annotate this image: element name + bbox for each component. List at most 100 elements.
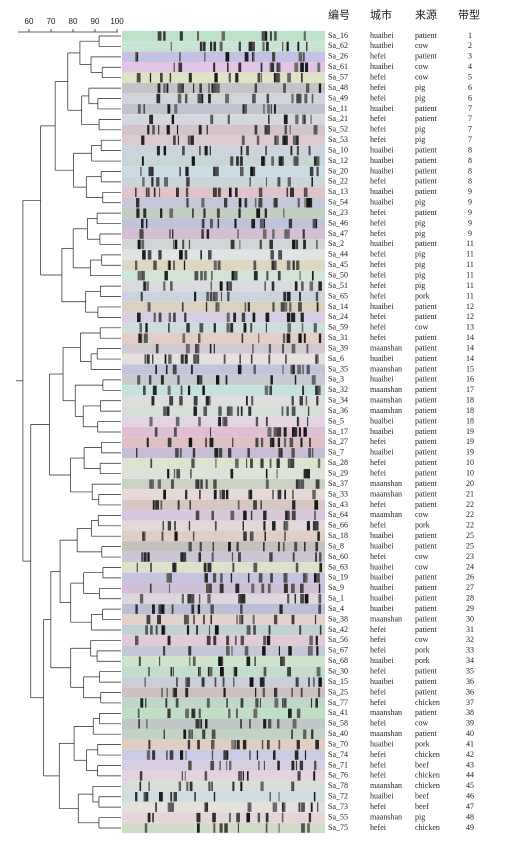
strain-id: Sa_74 <box>328 750 348 759</box>
gel-band <box>290 458 295 468</box>
table-row: Sa_55 maanshan pig 48 <box>328 812 474 821</box>
gel-band <box>181 594 184 604</box>
gel-band <box>309 166 314 177</box>
gel-band <box>312 448 314 458</box>
gel-band <box>173 364 177 375</box>
band-type: 24 <box>466 562 474 571</box>
gel-band <box>196 812 201 823</box>
strain-id: Sa_14 <box>328 302 348 311</box>
gel-band <box>318 677 322 687</box>
gel-band <box>316 646 319 656</box>
gel-band <box>221 489 224 500</box>
city: hefei <box>370 719 387 728</box>
gel-band <box>260 62 263 72</box>
gel-band <box>250 531 254 541</box>
gel-band <box>165 698 168 708</box>
gel-band <box>194 792 196 802</box>
source: patient <box>415 427 438 436</box>
gel-band <box>205 479 208 489</box>
band-type: 49 <box>466 823 474 832</box>
gel-band <box>200 719 202 729</box>
gel-band <box>196 354 200 364</box>
gel-band <box>266 41 269 52</box>
gel-band <box>199 323 204 333</box>
gel-band <box>215 83 220 93</box>
gel-band <box>184 250 188 260</box>
gel-band <box>205 719 208 729</box>
gel-band <box>158 312 162 323</box>
gel-band <box>269 437 273 448</box>
gel-band <box>192 448 196 458</box>
gel-band <box>262 31 266 41</box>
gel-band <box>247 573 250 583</box>
gel-band <box>145 218 148 229</box>
gel-band <box>291 781 294 792</box>
gel-lane <box>122 353 325 365</box>
gel-band <box>277 437 281 448</box>
strain-id: Sa_70 <box>328 739 348 748</box>
source: patient <box>415 302 438 311</box>
gel-band <box>267 104 270 114</box>
gel-band <box>302 114 305 125</box>
strain-id: Sa_23 <box>328 208 348 217</box>
gel-band <box>137 104 141 114</box>
band-type: 30 <box>466 614 474 623</box>
gel-lane <box>122 93 325 104</box>
city: hefei <box>370 208 387 217</box>
gel-band <box>260 500 262 510</box>
band-type: 16 <box>466 375 474 384</box>
gel-lane <box>122 322 325 333</box>
gel-band <box>173 427 177 437</box>
gel-band <box>260 218 265 229</box>
gel-band <box>255 437 259 448</box>
gel-band <box>165 364 168 375</box>
gel-band <box>136 52 139 62</box>
gel-band <box>315 479 320 489</box>
gel-band <box>306 41 308 52</box>
city: huaibei <box>370 104 394 113</box>
gel-band <box>316 239 318 250</box>
band-type: 9 <box>468 218 472 227</box>
gel-band <box>179 396 183 406</box>
gel-band <box>246 145 249 156</box>
gel-band <box>231 270 234 281</box>
gel-band <box>280 656 283 666</box>
gel-band <box>287 458 291 468</box>
gel-band <box>178 62 183 72</box>
table-row: Sa_64 maanshan cow 22 <box>328 510 474 519</box>
gel-band <box>136 562 138 573</box>
source: beef <box>415 760 429 769</box>
gel-band <box>313 792 316 802</box>
city: huaibei <box>370 31 394 40</box>
gel-band <box>270 104 273 114</box>
gel-band <box>199 145 201 156</box>
gel-band <box>208 396 211 406</box>
gel-band <box>225 93 230 104</box>
gel-lane <box>122 333 325 344</box>
gel-band <box>283 291 287 302</box>
city: maanshan <box>370 396 402 405</box>
city: maanshan <box>370 385 402 394</box>
band-type: 9 <box>468 208 472 217</box>
gel-band <box>287 666 292 677</box>
gel-band <box>137 239 141 250</box>
source: patient <box>415 625 438 634</box>
gel-band <box>266 739 270 750</box>
source: cow <box>415 552 429 561</box>
table-row: Sa_5 huaibei patient 18 <box>328 416 474 425</box>
gel-band <box>250 354 253 364</box>
strain-id: Sa_16 <box>328 31 348 40</box>
gel-band <box>137 312 141 323</box>
band-type: 12 <box>466 312 474 321</box>
gel-band <box>316 573 320 583</box>
gel-band <box>219 583 222 594</box>
gel-band <box>230 156 234 166</box>
gel-band <box>167 385 171 396</box>
gel-band <box>143 208 147 218</box>
gel-band <box>212 291 216 302</box>
gel-band <box>238 198 242 208</box>
gel-band <box>239 156 243 166</box>
source: pig <box>415 125 425 134</box>
gel-band <box>312 489 316 500</box>
gel-band <box>302 364 304 375</box>
